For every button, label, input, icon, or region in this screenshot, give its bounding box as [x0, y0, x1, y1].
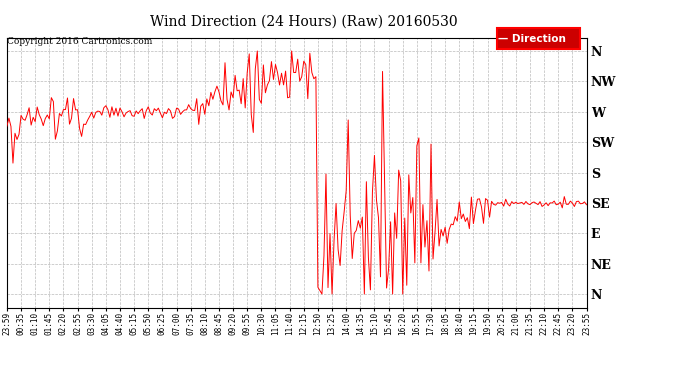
Text: — Direction: — Direction: [498, 34, 566, 44]
Text: Copyright 2016 Cartronics.com: Copyright 2016 Cartronics.com: [7, 38, 152, 46]
Text: Wind Direction (24 Hours) (Raw) 20160530: Wind Direction (24 Hours) (Raw) 20160530: [150, 15, 457, 29]
